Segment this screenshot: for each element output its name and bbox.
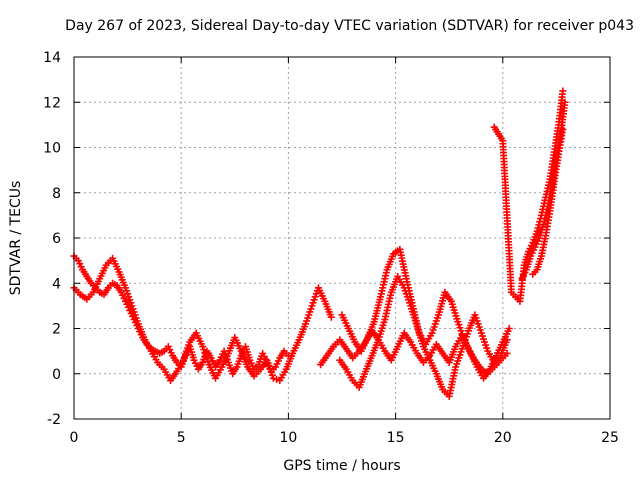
- y-tick-label: -2: [47, 412, 61, 428]
- y-tick-label: 2: [52, 322, 61, 338]
- axis-ticks: 0 5 10 15 20 25 -2 0 2 4 6 8 10 12 14: [43, 50, 619, 446]
- data-point: [559, 125, 567, 133]
- y-tick-label: 0: [52, 367, 61, 383]
- y-tick-label: 6: [52, 231, 61, 247]
- x-tick-label: 0: [70, 430, 79, 446]
- data-point: [273, 375, 281, 383]
- x-tick-label: 15: [387, 430, 405, 446]
- data-point: [327, 313, 335, 321]
- series-track-e: [317, 327, 511, 378]
- x-axis-label: GPS time / hours: [283, 458, 400, 474]
- data-point: [534, 224, 542, 232]
- y-axis-label: SDTVAR / TECUs: [8, 181, 24, 296]
- data-point: [561, 98, 569, 106]
- series-track-b: [70, 254, 335, 385]
- plot-frame: [73, 56, 611, 420]
- y-tick-label: 8: [52, 186, 61, 202]
- y-tick-label: 10: [43, 141, 61, 157]
- data-point: [503, 349, 511, 357]
- data-point: [533, 227, 541, 235]
- y-tick-label: 14: [43, 50, 61, 66]
- y-tick-label: 12: [43, 95, 61, 111]
- data-points: [70, 87, 569, 400]
- series-track-h: [529, 125, 567, 278]
- y-tick-label: 4: [52, 276, 61, 292]
- x-tick-label: 20: [494, 430, 512, 446]
- data-point: [559, 87, 567, 95]
- chart-title: Day 267 of 2023, Sidereal Day-to-day VTE…: [65, 18, 634, 34]
- data-point: [505, 325, 513, 332]
- x-tick-label: 5: [177, 430, 186, 446]
- data-point: [269, 374, 277, 382]
- x-tick-label: 10: [279, 430, 297, 446]
- x-tick-label: 25: [601, 430, 619, 446]
